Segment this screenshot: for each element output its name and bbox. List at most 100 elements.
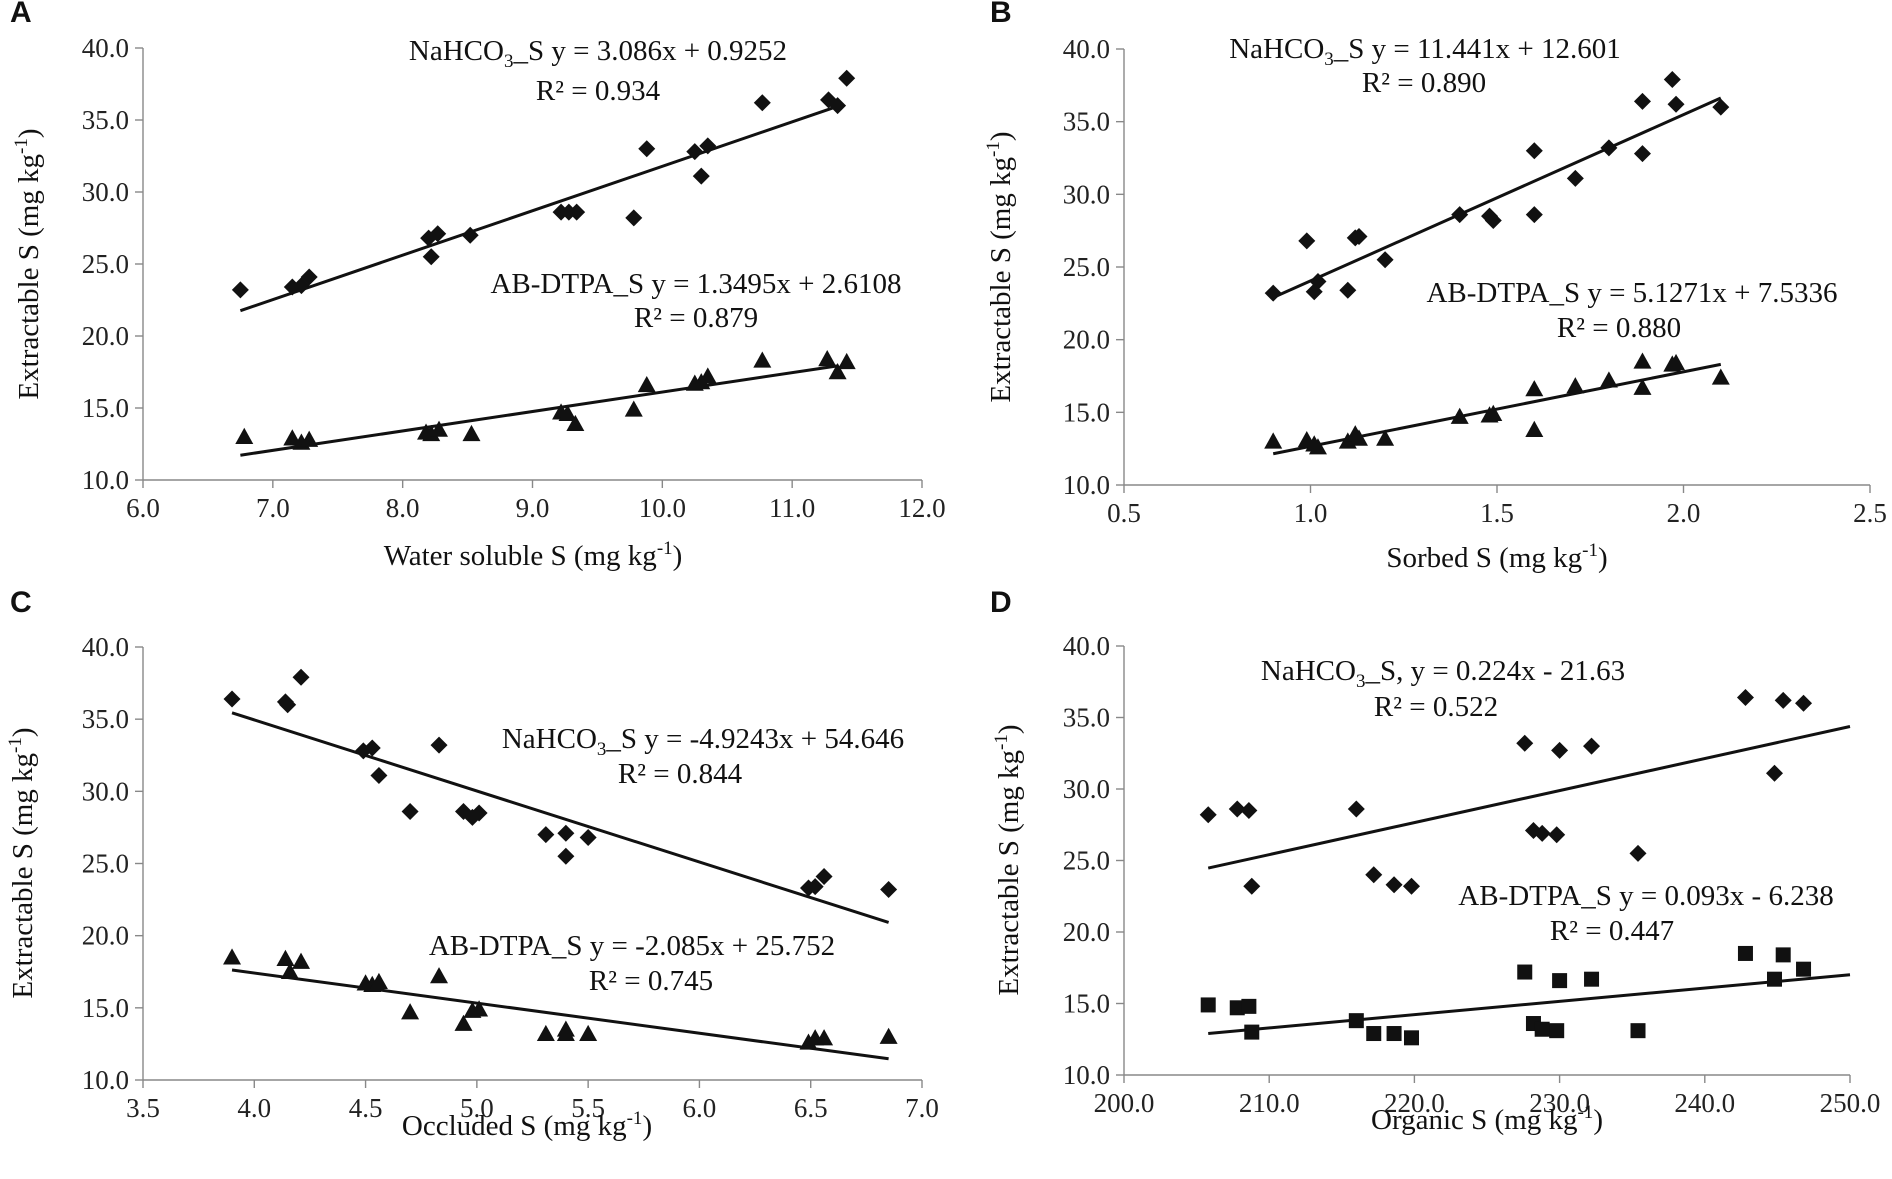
data-point-nahco3: [429, 225, 447, 243]
data-point-abdtpa: [1667, 353, 1686, 371]
data-point-nahco3: [806, 878, 824, 896]
y-tick-label: 15.0: [1063, 397, 1110, 427]
y-tick-label: 25.0: [1063, 846, 1110, 876]
data-point-abdtpa: [1403, 1030, 1419, 1046]
equation-abdtpa: AB-DTPA_S y = 5.1271x + 7.5336: [1426, 277, 1837, 309]
data-point-abdtpa: [1349, 429, 1368, 446]
y-tick-label: 40.0: [1063, 34, 1110, 64]
data-point-nahco3: [1350, 227, 1368, 245]
data-point-abdtpa: [1566, 377, 1585, 394]
data-point-abdtpa: [1549, 1023, 1565, 1039]
data-point-nahco3: [1451, 206, 1469, 224]
data-point-nahco3: [401, 803, 419, 821]
x-tick-label: 1.5: [1480, 498, 1514, 528]
data-point-nahco3: [1667, 95, 1685, 113]
y-tick-label: 10.0: [1063, 1060, 1110, 1090]
data-point-abdtpa: [280, 962, 299, 979]
x-tick-label: 250.0: [1820, 1088, 1881, 1118]
data-point-abdtpa: [1348, 1013, 1364, 1029]
y-tick-label: 10.0: [82, 465, 129, 495]
data-point-nahco3: [430, 736, 448, 754]
data-point-abdtpa: [235, 427, 254, 444]
data-point-nahco3: [470, 804, 488, 822]
data-point-abdtpa: [1599, 371, 1618, 388]
x-tick-label: 12.0: [898, 493, 945, 523]
data-point-abdtpa: [698, 367, 717, 384]
y-tick-label: 40.0: [82, 632, 129, 662]
data-point-abdtpa: [422, 424, 441, 442]
r-squared-nahco3: R² = 0.890: [1362, 67, 1486, 99]
x-tick-label: 230.0: [1529, 1088, 1590, 1118]
panel-label-B: B: [990, 0, 1012, 29]
data-point-abdtpa: [401, 1003, 420, 1020]
r-squared-abdtpa: R² = 0.879: [634, 302, 758, 334]
data-point-nahco3: [1525, 142, 1543, 160]
y-tick-label: 30.0: [82, 776, 129, 806]
y-tick-label: 30.0: [1063, 179, 1110, 209]
y-tick-label: 15.0: [1063, 989, 1110, 1019]
data-point-abdtpa: [536, 1024, 555, 1042]
data-point-abdtpa: [828, 363, 847, 380]
data-point-abdtpa: [1229, 1000, 1245, 1016]
data-point-nahco3: [1525, 206, 1543, 224]
data-point-abdtpa: [1244, 1024, 1260, 1040]
x-tick-label: 1.0: [1294, 498, 1328, 528]
x-tick-label: 4.0: [237, 1093, 271, 1123]
data-point-nahco3: [1243, 877, 1261, 895]
data-point-nahco3: [422, 248, 440, 266]
data-point-nahco3: [1600, 139, 1618, 157]
y-tick-label: 30.0: [82, 177, 129, 207]
data-point-nahco3: [1765, 764, 1783, 782]
data-point-nahco3: [1402, 877, 1420, 895]
data-point-nahco3: [1551, 741, 1569, 759]
x-tick-label: 6.5: [794, 1093, 828, 1123]
y-tick-label: 40.0: [1063, 631, 1110, 661]
data-point-nahco3: [1712, 98, 1730, 116]
data-point-nahco3: [1347, 800, 1365, 818]
r-squared-abdtpa: R² = 0.447: [1550, 915, 1674, 947]
data-point-abdtpa: [1386, 1026, 1402, 1042]
panel-label-C: C: [10, 586, 32, 619]
data-point-nahco3: [1484, 211, 1502, 229]
x-axis-label: Organic S (mg kg-1): [1371, 1102, 1603, 1136]
data-point-nahco3: [1629, 844, 1647, 862]
data-point-abdtpa: [1264, 432, 1283, 449]
x-tick-label: 6.0: [126, 493, 160, 523]
r-squared-nahco3: R² = 0.522: [1374, 691, 1498, 723]
trendline-nahco3: [239, 104, 839, 313]
y-axis-label: Extractable S (mg kg-1): [11, 128, 45, 399]
x-tick-label: 7.0: [256, 493, 290, 523]
x-tick-label: 8.0: [386, 493, 420, 523]
equation-abdtpa: AB-DTPA_S y = -2.085x + 25.752: [429, 930, 835, 962]
r-squared-nahco3: R² = 0.934: [536, 75, 661, 107]
data-point-abdtpa: [1711, 368, 1730, 385]
data-point-abdtpa: [624, 400, 643, 417]
data-point-nahco3: [1736, 688, 1754, 706]
data-point-abdtpa: [292, 952, 311, 969]
x-tick-label: 5.0: [460, 1093, 494, 1123]
x-tick-label: 3.5: [126, 1093, 160, 1123]
trendline-abdtpa: [1208, 973, 1851, 1036]
data-point-abdtpa: [462, 424, 481, 442]
data-point-abdtpa: [430, 420, 449, 437]
data-point-nahco3: [815, 867, 833, 885]
x-tick-label: 220.0: [1384, 1088, 1445, 1118]
data-point-nahco3: [1633, 92, 1651, 110]
data-point-abdtpa: [637, 375, 656, 393]
data-point-abdtpa: [815, 1029, 834, 1046]
y-tick-label: 20.0: [1063, 325, 1110, 355]
data-point-abdtpa: [430, 967, 449, 984]
data-point-nahco3: [300, 268, 318, 286]
y-tick-label: 25.0: [82, 249, 129, 279]
x-tick-label: 4.5: [349, 1093, 383, 1123]
data-point-nahco3: [1309, 273, 1327, 291]
trendline-abdtpa: [240, 364, 838, 457]
data-point-nahco3: [579, 829, 597, 847]
y-tick-label: 40.0: [82, 33, 129, 63]
x-tick-label: 0.5: [1107, 498, 1141, 528]
data-point-abdtpa: [1525, 420, 1544, 437]
data-point-nahco3: [223, 690, 241, 708]
data-point-abdtpa: [1200, 997, 1216, 1013]
data-point-abdtpa: [1630, 1023, 1646, 1039]
